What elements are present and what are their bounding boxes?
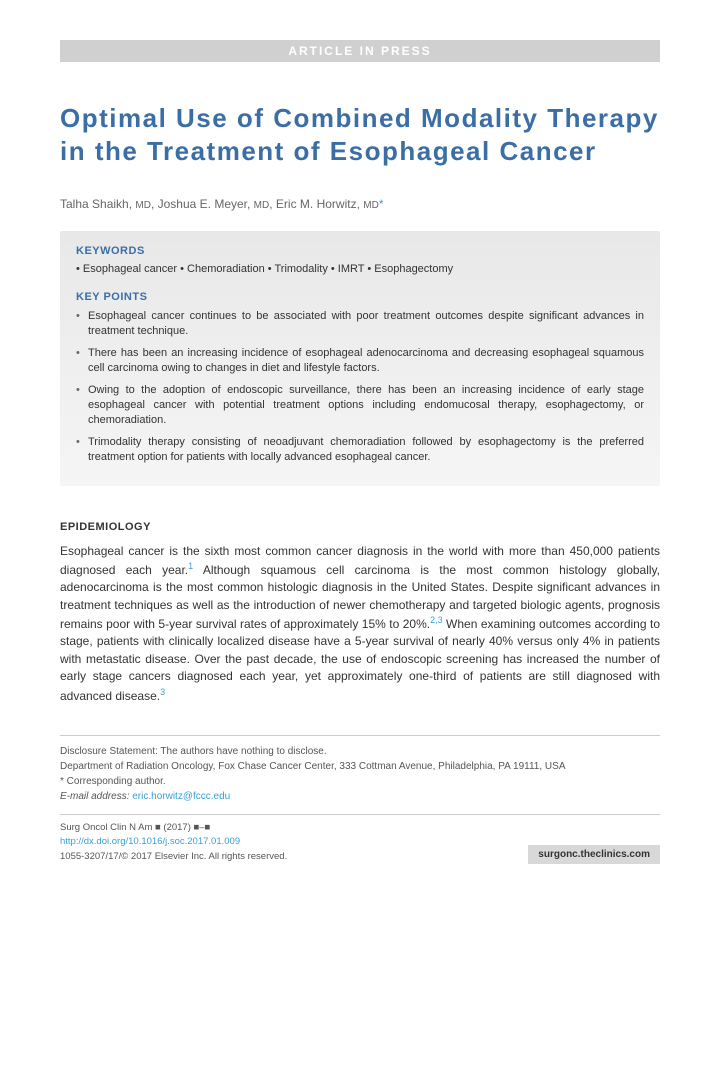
- author: Talha Shaikh, MD: [60, 197, 151, 211]
- article-in-press-banner: ARTICLE IN PRESS: [60, 40, 660, 62]
- keypoint-item: Esophageal cancer continues to be associ…: [76, 309, 644, 340]
- epidemiology-heading: EPIDEMIOLOGY: [60, 521, 660, 533]
- corresponding-star-icon: *: [379, 197, 384, 211]
- issn-copyright: 1055-3207/17/© 2017 Elsevier Inc. All ri…: [60, 850, 287, 864]
- doi-link[interactable]: http://dx.doi.org/10.1016/j.soc.2017.01.…: [60, 836, 240, 847]
- author-list: Talha Shaikh, MD, Joshua E. Meyer, MD, E…: [60, 197, 660, 211]
- disclosure-statement: Disclosure Statement: The authors have n…: [60, 744, 660, 759]
- corresponding-author-label: * Corresponding author.: [60, 774, 660, 789]
- keywords-heading: KEYWORDS: [76, 245, 644, 257]
- keywords-line: • Esophageal cancer • Chemoradiation • T…: [76, 263, 644, 275]
- keypoint-item: Owing to the adoption of endoscopic surv…: [76, 383, 644, 429]
- affiliation: Department of Radiation Oncology, Fox Ch…: [60, 759, 660, 774]
- journal-site[interactable]: surgonc.theclinics.com: [528, 845, 660, 864]
- epidemiology-body: Esophageal cancer is the sixth most comm…: [60, 543, 660, 706]
- journal-citation: Surg Oncol Clin N Am ■ (2017) ■–■: [60, 821, 287, 835]
- footer-divider: [60, 735, 660, 736]
- email-label: E-mail address:: [60, 791, 129, 802]
- ref-link[interactable]: 3: [160, 687, 165, 697]
- author-email-link[interactable]: eric.horwitz@fccc.edu: [132, 791, 230, 802]
- article-title: Optimal Use of Combined Modality Therapy…: [60, 102, 660, 167]
- author: Joshua E. Meyer, MD: [158, 197, 270, 211]
- keypoints-list: Esophageal cancer continues to be associ…: [76, 309, 644, 466]
- keypoint-item: There has been an increasing incidence o…: [76, 346, 644, 377]
- author: Eric M. Horwitz, MD*: [276, 197, 384, 211]
- ref-link[interactable]: 2,3: [430, 615, 443, 625]
- ref-link[interactable]: 1: [188, 561, 193, 571]
- keypoints-heading: KEY POINTS: [76, 291, 644, 303]
- publication-footer: Surg Oncol Clin N Am ■ (2017) ■–■ http:/…: [60, 814, 660, 864]
- info-box: KEYWORDS • Esophageal cancer • Chemoradi…: [60, 231, 660, 486]
- keypoint-item: Trimodality therapy consisting of neoadj…: [76, 435, 644, 466]
- footer-block: Disclosure Statement: The authors have n…: [60, 744, 660, 804]
